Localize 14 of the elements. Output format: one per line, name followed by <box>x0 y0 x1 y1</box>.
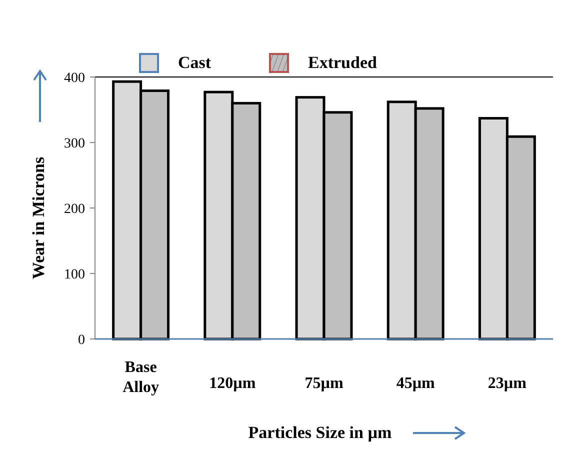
x-tick-label: 75µm <box>304 375 344 392</box>
y-tick-label: 200 <box>64 202 85 217</box>
x-tick-label: 120µm <box>209 375 256 392</box>
legend-label: Extruded <box>308 53 378 72</box>
y-tick-label: 300 <box>64 136 85 152</box>
y-tick-label: 400 <box>64 70 85 86</box>
y-tick-label: 0 <box>78 332 85 348</box>
x-tick-label: Base Alloy <box>122 359 160 396</box>
legend-label: Cast <box>178 53 212 72</box>
y-tick-label: 100 <box>64 267 85 282</box>
y-axis-title: Wear in Microns <box>29 156 48 280</box>
x-axis-title: Particles Size in µm <box>248 423 392 442</box>
x-tick-label: 45µm <box>396 375 436 392</box>
x-tick-label: 23µm <box>488 375 528 392</box>
